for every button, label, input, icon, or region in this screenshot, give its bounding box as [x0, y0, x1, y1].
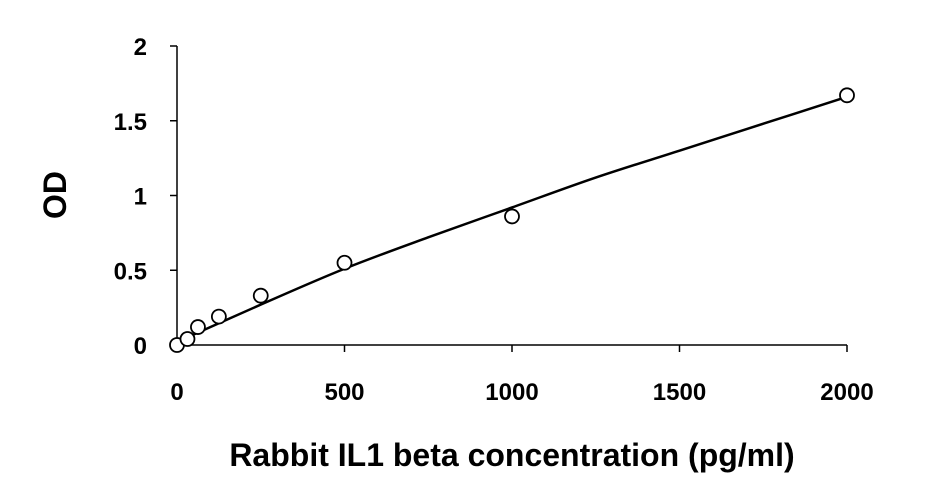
x-tick-label: 2000 — [820, 379, 873, 406]
y-tick-label: 1.5 — [114, 109, 147, 136]
x-axis-title: Rabbit IL1 beta concentration (pg/ml) — [229, 437, 794, 473]
data-point — [252, 287, 269, 304]
data-point — [190, 319, 206, 335]
ticks: 0 500 1000 1500 2000 0 0.5 1 1.5 2 — [114, 34, 874, 406]
x-tick-label: 1000 — [485, 379, 538, 406]
x-tick-label: 500 — [324, 379, 364, 406]
data-point — [210, 308, 227, 325]
y-tick-label: 2 — [134, 34, 147, 61]
y-tick-label: 1 — [134, 184, 147, 211]
fit-line-group — [176, 95, 848, 344]
x-tick-label: 1500 — [653, 379, 706, 406]
data-point — [504, 208, 520, 225]
y-axis-title: OD — [37, 171, 73, 219]
fit-line — [176, 95, 848, 344]
y-tick-label: 0 — [134, 333, 147, 360]
data-point — [336, 254, 353, 271]
data-points — [169, 87, 855, 353]
y-tick-label: 0.5 — [114, 258, 147, 285]
data-point — [179, 331, 196, 347]
x-tick-label: 0 — [170, 379, 183, 406]
axes — [176, 46, 847, 346]
data-point — [839, 87, 855, 104]
